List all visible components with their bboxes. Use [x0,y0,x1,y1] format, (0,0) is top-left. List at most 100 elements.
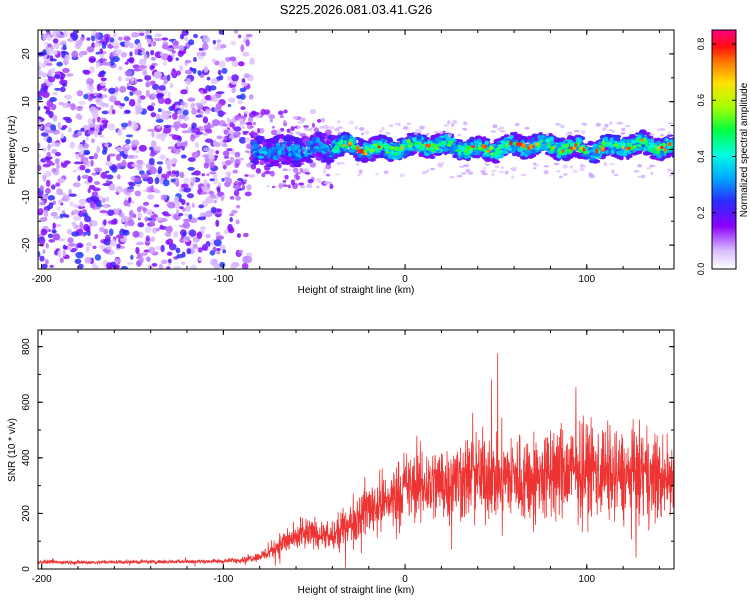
spectrogram-cell [580,130,586,135]
spectrogram-cell [109,239,117,247]
spectrogram-cell [195,114,203,118]
spectrogram-cell [484,140,489,145]
spectrogram-cell [64,54,70,62]
spectrogram-cell [327,135,333,140]
spectrogram-cell [539,140,544,143]
spectrogram-cell [515,142,520,147]
spectrogram-cell [553,162,560,166]
spectrogram-cell [182,221,191,229]
spectrogram-cell [180,198,186,206]
spectrogram-cell [496,148,501,152]
spectrogram-cell [105,161,113,167]
spectrogram-cell [556,148,562,153]
spectrogram-cell [621,142,626,147]
spectrogram-cell [108,228,114,236]
spectrogram-cell [138,144,147,152]
spectrogram-cell [556,170,561,173]
spectrogram-cell [302,137,310,142]
spectrogram-cell [259,159,265,165]
spectrogram-cell [322,147,329,153]
spectrogram-cell [62,44,67,51]
spectrogram-cell [523,147,528,151]
spectrogram-cell [77,175,81,182]
spectrogram-cell [342,144,347,147]
spectrogram-cell [186,202,190,206]
spectrogram-cell [190,134,196,142]
spectrogram-cell [45,110,51,115]
spectrogram-cell [504,170,509,175]
spectrogram-cell [609,163,615,166]
spectrogram-cell [130,32,140,38]
spectrogram-cell [190,102,196,110]
spectrogram-cell [627,146,631,150]
spectrogram-cell [592,143,598,148]
spectrogram-cell [152,41,157,47]
spectrogram-cell [268,164,274,168]
spectrogram-cell [125,138,131,145]
spectrogram-cell [169,83,174,88]
spectrogram-cell [241,184,245,191]
spectrogram-cell [209,178,215,182]
spectrogram-cell [362,140,368,144]
spectrogram-cell [92,117,96,124]
spectrogram-cell [660,134,665,137]
spectrogram-cell [180,141,188,147]
spectrogram-cell [554,122,561,126]
spectrogram-cell [197,216,206,221]
spectrogram-cell [233,185,241,190]
spectrogram-cell [216,135,223,140]
spectrogram-cell [160,218,168,223]
snr-x-tick-label: -200 [32,574,52,585]
spectrogram-cell [151,130,155,138]
spectrogram-cell [173,265,182,269]
spectrogram-cell [183,236,191,243]
spectrogram-cell [477,138,482,143]
spectrogram-cell [451,119,458,125]
spectrogram-cell [223,136,227,141]
spectrogram-cell [53,42,60,50]
spectrogram-cell [153,37,163,42]
spectrogram-cell [306,149,312,154]
spectrogram-cell [276,129,282,135]
spectrogram-cell [602,127,607,131]
spectrogram-cell [624,124,629,128]
spectrogram-cell [477,144,481,148]
spectrogram-cell [164,113,170,121]
spectrogram-cell [654,144,658,147]
spectrogram-cell [136,159,144,165]
spectrogram-cell [234,116,239,121]
colorbar-tick-label: 0.8 [696,38,706,51]
spectrogram-cell [47,43,52,48]
spectrogram-cell [170,71,177,77]
spectrogram-cell [360,154,368,158]
spectrogram-cell [204,156,210,164]
spectrogram-y-tick-label: -10 [21,190,32,205]
spectrogram-cell [314,131,323,136]
spectrogram-cell [72,182,81,188]
spectrogram-cell [650,164,656,168]
spectrogram-cell [92,30,97,34]
spectrogram-cell [56,61,63,67]
spectrogram-cell [587,141,593,146]
spectrogram-cell [611,130,616,133]
spectrogram-cell [97,73,102,78]
spectrogram-cell [379,141,383,145]
spectrogram-cell [224,228,229,235]
spectrogram-cell [148,105,155,112]
spectrogram-cell [189,264,197,269]
spectrogram-cell [581,153,588,157]
spectrogram-cell [105,170,110,174]
spectrogram-cell [439,130,444,135]
spectrogram-cell [262,150,268,155]
spectrogram-cell [204,138,213,143]
spectrogram-cell [381,136,387,139]
spectrogram-cell [202,147,211,152]
spectrogram-cell [293,156,300,161]
spectrogram-cell [231,74,239,82]
spectrogram-cell [334,173,340,176]
spectrogram-cell [564,143,570,148]
spectrogram-cell [55,182,61,187]
spectrogram-cell [107,123,116,131]
spectrogram-cell [87,117,93,125]
spectrogram-cell [83,231,87,236]
